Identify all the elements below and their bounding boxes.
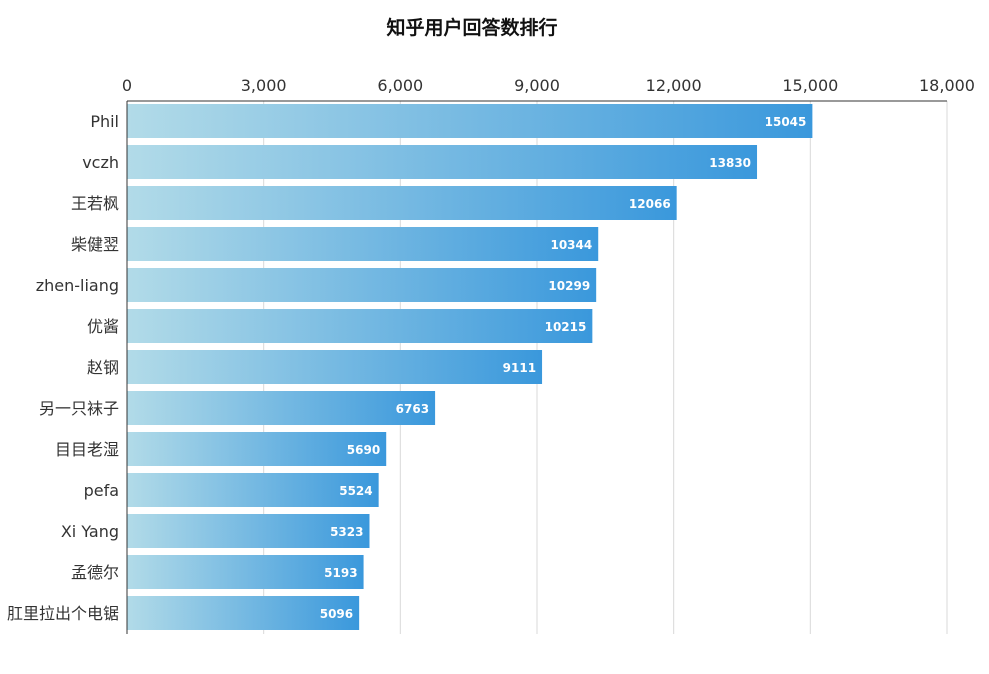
data-label: 5690 (347, 443, 380, 457)
category-label: 王若枫 (71, 194, 119, 213)
bar (127, 555, 364, 589)
bar (127, 596, 360, 630)
bar (127, 104, 813, 138)
axes (126, 100, 947, 634)
data-label: 5323 (330, 525, 363, 539)
bar (127, 227, 599, 261)
x-tick-label: 0 (122, 76, 132, 95)
category-label: 目目老湿 (55, 440, 119, 459)
chart-title: 知乎用户回答数排行 (386, 16, 557, 39)
bar (127, 473, 379, 507)
data-label: 12066 (629, 197, 671, 211)
data-label: 5193 (324, 566, 357, 580)
category-label: zhen-liang (36, 276, 119, 295)
category-label: Xi Yang (61, 522, 119, 541)
x-tick-label: 6,000 (377, 76, 423, 95)
category-label: vczh (82, 153, 119, 172)
x-tick-label: 12,000 (646, 76, 702, 95)
data-labels: 15045 13830 12066 10344 10299 10215 9111 6763 56… (320, 115, 807, 621)
category-label: pefa (84, 481, 119, 500)
x-tick-label: 18,000 (919, 76, 975, 95)
bar (127, 514, 370, 548)
category-label: 柴健翌 (71, 235, 119, 254)
bar (127, 145, 758, 179)
category-label: 肛里拉出个电锯 (7, 604, 119, 623)
data-label: 10344 (550, 238, 592, 252)
category-label: Phil (90, 112, 119, 131)
data-label: 5096 (320, 607, 353, 621)
category-label: 赵钢 (87, 358, 119, 377)
category-label: 另一只袜子 (39, 399, 119, 418)
bar (127, 432, 387, 466)
x-axis-ticks: 0 3,000 6,000 9,000 12,000 15,000 18,000 (122, 76, 975, 95)
data-label: 13830 (709, 156, 751, 170)
bar (127, 350, 543, 384)
data-label: 10215 (545, 320, 587, 334)
bar (127, 268, 597, 302)
data-label: 6763 (396, 402, 429, 416)
data-label: 15045 (765, 115, 807, 129)
data-label: 5524 (339, 484, 372, 498)
data-label: 9111 (503, 361, 536, 375)
bar (127, 309, 593, 343)
bar (127, 391, 436, 425)
bar (127, 186, 677, 220)
data-label: 10299 (548, 279, 590, 293)
x-tick-label: 15,000 (782, 76, 838, 95)
bars (127, 104, 813, 630)
category-label: 优酱 (87, 317, 119, 336)
category-label: 孟德尔 (71, 563, 119, 582)
x-tick-label: 3,000 (241, 76, 287, 95)
x-tick-label: 9,000 (514, 76, 560, 95)
